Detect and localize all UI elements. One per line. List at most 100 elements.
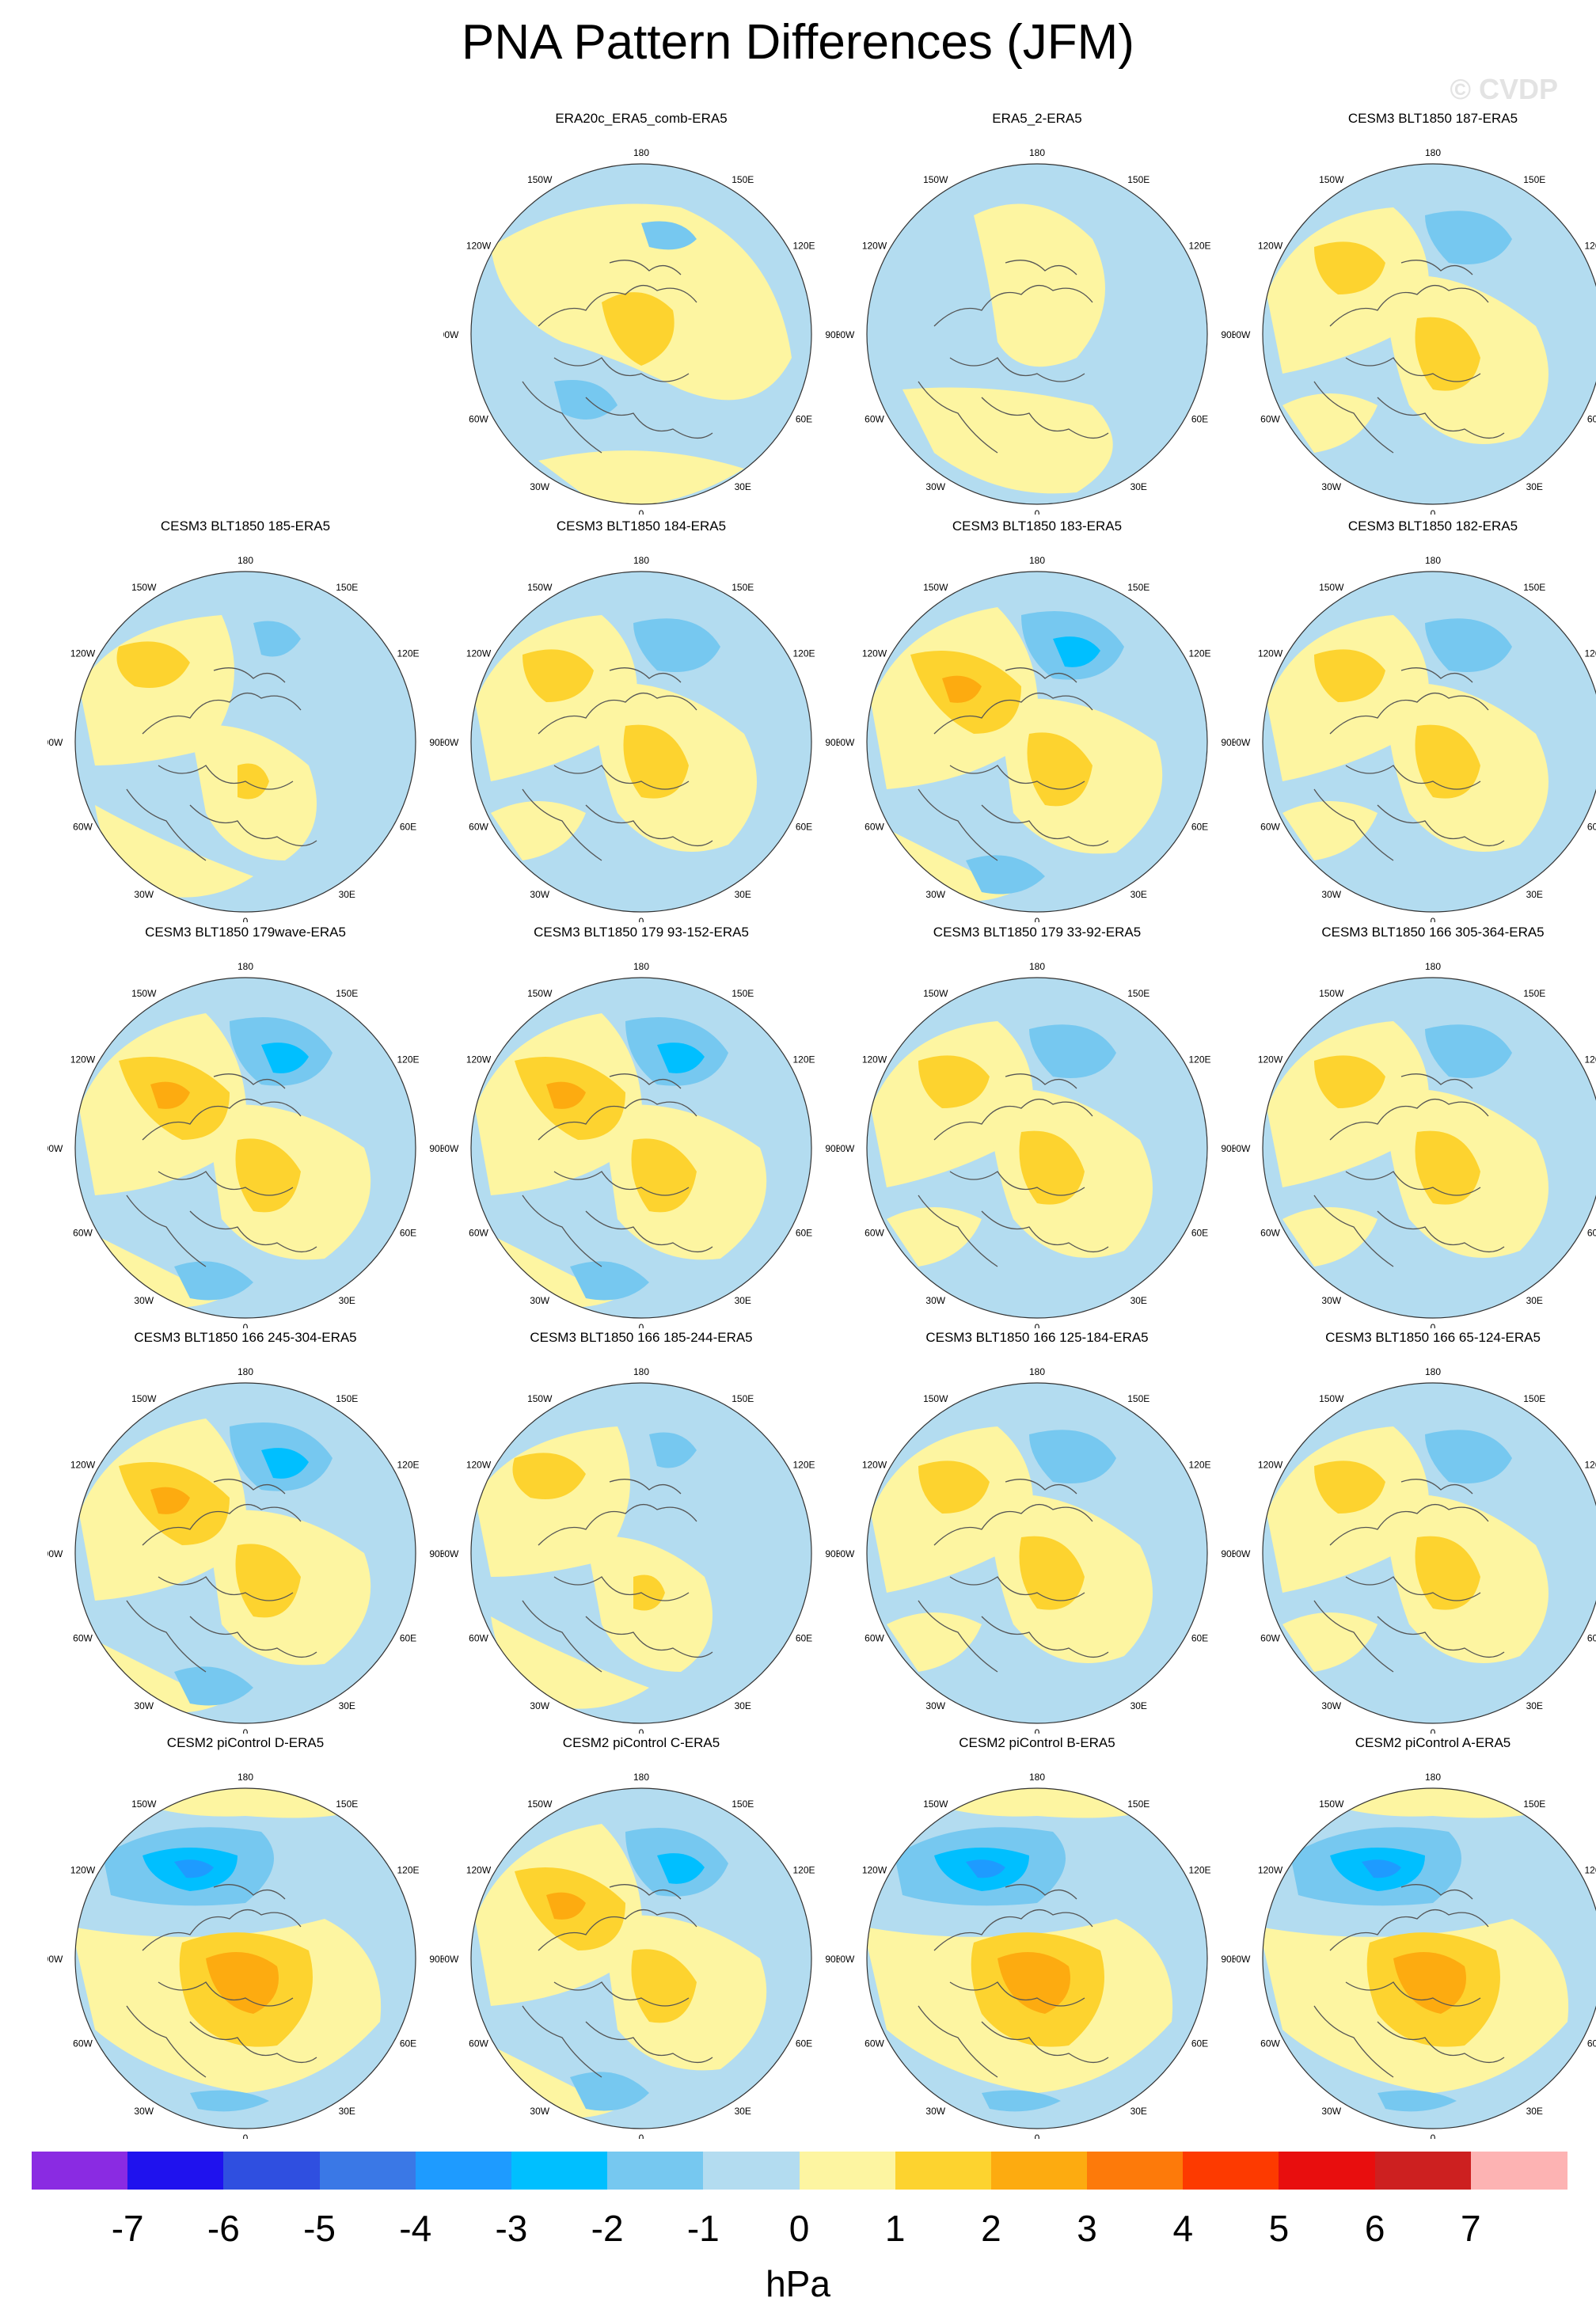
longitude-label: 60E [1191, 1633, 1208, 1644]
contour-region [1415, 317, 1480, 391]
longitude-label: 90W [839, 1954, 855, 1965]
polar-map: 180090W90E150W150E120W120E60W60E30W30E [48, 555, 443, 922]
contour-region [942, 675, 982, 703]
contour-region [1314, 1460, 1385, 1514]
map-panel: ERA20c_ERA5_comb-ERA5180090W90E150W150E1… [443, 111, 839, 515]
longitude-label: 150E [1127, 988, 1150, 999]
colorbar-tick-label: 6 [1364, 2208, 1385, 2249]
longitude-label: 90W [839, 1548, 855, 1559]
longitude-label: 0 [639, 1727, 644, 1734]
longitude-label: 150E [732, 174, 754, 185]
contour-region [1282, 393, 1378, 453]
longitude-label: 120W [70, 1865, 96, 1876]
contour-region [1282, 1612, 1378, 1672]
longitude-label: 30W [530, 481, 549, 492]
contour-region [1362, 1859, 1401, 1878]
contour-region [1415, 724, 1480, 799]
contour-region [1378, 2090, 1457, 2112]
longitude-label: 30W [925, 1700, 945, 1711]
contour-region [546, 1081, 586, 1109]
colorbar-swatch [1374, 2152, 1472, 2190]
contour-region [491, 801, 586, 860]
contour-region [1415, 1130, 1480, 1205]
longitude-label: 30W [530, 889, 549, 900]
longitude-label: 30W [1321, 481, 1341, 492]
longitude-label: 60E [1587, 1228, 1596, 1239]
longitude-label: 180 [633, 147, 649, 158]
map-panel: CESM3 BLT1850 183-ERA5 180 0 90W 90E 150W 150E… [839, 518, 1235, 922]
panel-title: CESM3 BLT1850 179wave-ERA5 [145, 925, 346, 940]
longitude-label: 180 [1029, 961, 1045, 972]
longitude-label: 30W [925, 481, 945, 492]
panel-title: CESM3 BLT1850 166 305-364-ERA5 [1321, 925, 1545, 940]
colorbar-units: hPa [766, 2263, 830, 2304]
longitude-label: 60W [1260, 822, 1280, 833]
contour-region [261, 1043, 309, 1073]
longitude-label: 150W [527, 1393, 553, 1404]
longitude-label: 150E [1523, 582, 1545, 593]
longitude-label: 0 [639, 2133, 644, 2139]
contour-region [602, 292, 674, 366]
longitude-label: 90W [1235, 1548, 1251, 1559]
longitude-label: 30W [134, 889, 154, 900]
polar-map: 180090W90E150W150E120W120E60W60E30W30E [1235, 147, 1596, 515]
longitude-label: 30W [925, 1295, 945, 1306]
longitude-label: 90E [825, 1548, 839, 1559]
contour-region [623, 724, 689, 799]
panel-title: CESM3 BLT1850 166 65-124-ERA5 [1325, 1330, 1541, 1345]
longitude-label: 60W [1260, 1633, 1280, 1644]
longitude-label: 90E [429, 1548, 443, 1559]
panel-title: CESM3 BLT1850 166 125-184-ERA5 [925, 1330, 1149, 1345]
longitude-label: 60W [864, 2038, 884, 2049]
polar-map: 180090W90E150W150E120W120E60W60E30W30E [839, 555, 1235, 922]
longitude-label: 30E [1526, 889, 1543, 900]
longitude-label: 120E [1188, 241, 1210, 252]
longitude-label: 180 [238, 555, 253, 566]
longitude-label: 60W [864, 1228, 884, 1239]
longitude-label: 150E [1127, 1393, 1150, 1404]
panel-title: CESM2 piControl D-ERA5 [166, 1735, 325, 1750]
longitude-label: 30W [530, 1700, 549, 1711]
map-panel: CESM3 BLT1850 166 185-244-ERA5 180 0 90W 90E… [443, 1330, 839, 1734]
longitude-label: 30E [735, 481, 751, 492]
longitude-label: 90E [1221, 329, 1235, 340]
longitude-label: 150W [923, 582, 948, 593]
map-panel: CESM3 BLT1850 179 33-92-ERA5 180 0 90W 90E 15… [839, 925, 1235, 1328]
contour-region [570, 2072, 649, 2111]
contour-region [546, 1892, 586, 1920]
contour-region [966, 1859, 1005, 1878]
colorbar-swatch [127, 2152, 224, 2190]
longitude-label: 0 [1431, 2133, 1436, 2139]
longitude-label: 90W [443, 1548, 459, 1559]
longitude-label: 150W [923, 1393, 948, 1404]
polar-map: 180090W90E150W150E120W120E60W60E30W30E [48, 1366, 443, 1734]
longitude-label: 30W [925, 2106, 945, 2117]
longitude-label: 90E [429, 737, 443, 748]
contour-region [522, 649, 594, 702]
longitude-label: 30E [1130, 2106, 1147, 2117]
polar-map: 180090W90E150W150E120W120E60W60E30W30E [48, 1772, 443, 2139]
map-grid: ERA20c_ERA5_comb-ERA5180090W90E150W150E1… [48, 111, 1596, 2139]
longitude-label: 150E [732, 582, 754, 593]
colorbar-swatch [32, 2152, 128, 2190]
longitude-label: 30E [1526, 1700, 1543, 1711]
longitude-label: 120E [397, 648, 419, 659]
longitude-label: 90W [1235, 737, 1251, 748]
polar-map: 180090W90E150W150E120W120E60W60E30W30E [839, 1366, 1235, 1734]
longitude-label: 90W [1235, 1954, 1251, 1965]
map-panel: ERA5_2-ERA5 180 0 90W 90E 150W 150E 120W 120E 60W… [839, 111, 1235, 515]
longitude-label: 150E [1523, 988, 1545, 999]
longitude-label: 180 [633, 1366, 649, 1377]
contour-region [235, 1544, 301, 1618]
colorbar-swatch [415, 2152, 512, 2190]
longitude-label: 90W [839, 329, 855, 340]
longitude-label: 90W [1235, 1143, 1251, 1154]
longitude-label: 150E [1523, 1799, 1545, 1810]
longitude-label: 120W [1258, 1865, 1283, 1876]
longitude-label: 90W [48, 737, 63, 748]
longitude-label: 150W [1319, 174, 1344, 185]
polar-map: 180090W90E150W150E120W120E60W60E30W30E [443, 555, 839, 922]
longitude-label: 30E [339, 889, 355, 900]
longitude-label: 150E [336, 1393, 358, 1404]
longitude-label: 150E [732, 988, 754, 999]
